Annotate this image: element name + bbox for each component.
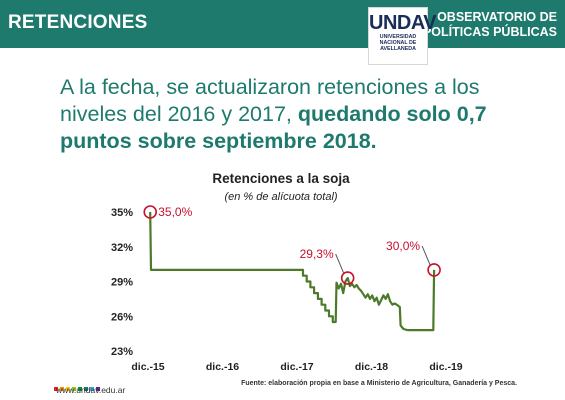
footer-dot [66, 387, 70, 391]
annotation-label: 30,0% [386, 239, 420, 253]
footer-dot [54, 387, 58, 391]
section-title: RETENCIONES [8, 12, 148, 33]
chart-subtitle: (en % de alícuota total) [224, 191, 337, 203]
annotation-layer: 35,0% 29,3% 30,0% [143, 205, 441, 285]
logo-line-2: NACIONAL DE [379, 39, 417, 46]
observatory-line-1: OBSERVATORIO DE [437, 10, 557, 24]
logo-line-1: UNIVERSIDAD [379, 34, 417, 40]
undav-logo: UNDAV UNIVERSIDAD NACIONAL DE AVELLANEDA [368, 7, 437, 65]
y-axis: 35% 32% 29% 26% 23% [111, 207, 133, 358]
annotation-label: 35,0% [158, 205, 192, 219]
y-tick-label: 32% [111, 242, 133, 254]
x-axis: dic.-15 dic.-16 dic.-17 dic.-18 dic.-19 [131, 361, 462, 373]
annotation-label: 29,3% [300, 247, 334, 261]
footer-dot [84, 387, 88, 391]
chart-title: Retenciones a la soja [212, 171, 350, 186]
y-tick-label: 35% [111, 207, 133, 219]
x-tick-label: dic.-19 [429, 361, 462, 373]
x-tick-label: dic.-17 [280, 361, 313, 373]
y-tick-label: 23% [111, 346, 133, 358]
series-line [149, 211, 436, 332]
highlight-circle [143, 205, 158, 219]
headline-normal: A la fecha, se actualizaron retenciones … [60, 75, 480, 126]
annotation-leader [335, 253, 345, 274]
logo-line-3: AVELLANEDA [380, 45, 416, 52]
series-layer [149, 211, 436, 332]
highlight-circle [427, 263, 441, 277]
headline: A la fecha, se actualizaron retenciones … [60, 74, 540, 155]
footer-url: www.undav.edu.ar [56, 385, 126, 395]
y-tick-label: 29% [111, 277, 133, 289]
header-bar: RETENCIONES OBSERVATORIO DE POLÍTICAS PÚ… [0, 0, 565, 48]
logo-word: UNDAV [369, 12, 437, 34]
observatory-title: OBSERVATORIO DE POLÍTICAS PÚBLICAS [423, 10, 557, 40]
x-tick-label: dic.-15 [131, 361, 164, 373]
x-tick-label: dic.-16 [206, 361, 239, 373]
annotation-leader [421, 245, 431, 266]
footer-source: Fuente: elaboración propia en base a Min… [241, 380, 517, 387]
headline-bold: quedando solo 0,7 puntos sobre septiembr… [60, 102, 487, 153]
footer-color-dots [54, 378, 102, 391]
highlight-circle [340, 271, 355, 285]
footer-dot [72, 387, 76, 391]
footer-dot [96, 387, 100, 391]
x-tick-label: dic.-18 [355, 361, 388, 373]
y-tick-label: 26% [111, 311, 133, 323]
footer-dot [90, 387, 94, 391]
observatory-line-2: POLÍTICAS PÚBLICAS [422, 25, 557, 39]
footer-dot [78, 387, 82, 391]
footer-dot [60, 387, 64, 391]
